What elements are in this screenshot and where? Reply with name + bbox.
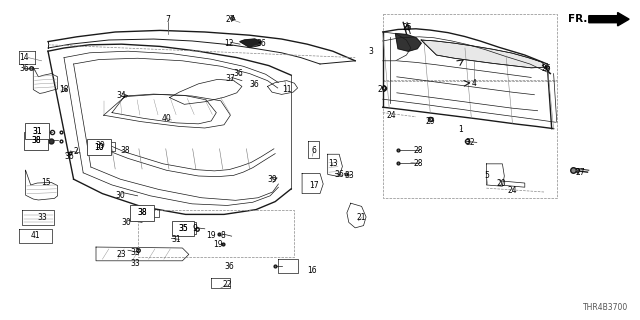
Text: 14: 14 [19,53,29,62]
Text: 38: 38 [137,208,147,217]
Text: 19: 19 [206,231,216,240]
Text: 35: 35 [178,224,188,233]
Text: 36: 36 [19,64,29,73]
Text: 11: 11 [282,85,291,94]
Text: 31: 31 [32,127,42,136]
Text: 2: 2 [73,148,78,156]
Bar [172,221,194,236]
Bar [25,123,49,139]
Text: 35: 35 [178,224,188,233]
Text: 38: 38 [137,208,147,217]
Text: 31: 31 [171,236,181,244]
Text: 36: 36 [256,39,266,48]
Bar [130,205,154,221]
Text: 6: 6 [311,146,316,155]
Text: THR4B3700: THR4B3700 [583,303,628,312]
FancyArrow shape [589,12,629,26]
Text: 7: 7 [165,15,170,24]
Text: 24: 24 [507,186,517,195]
Text: 28: 28 [414,159,423,168]
Text: 36: 36 [224,262,234,271]
Text: 34: 34 [116,92,127,100]
Text: 38: 38 [31,136,41,145]
Text: 36: 36 [64,152,74,161]
Text: 38: 38 [120,146,131,155]
Text: 33: 33 [344,172,354,180]
Text: 41: 41 [31,231,41,240]
Text: 17: 17 [308,181,319,190]
Text: 33: 33 [37,213,47,222]
Text: 27: 27 [225,15,236,24]
Text: 27: 27 [575,168,585,177]
Text: 40: 40 [161,114,172,123]
Text: 10: 10 [94,143,104,152]
Text: 28: 28 [414,146,423,155]
Text: 9: 9 [193,224,198,233]
Text: 36: 36 [334,170,344,179]
Text: 30: 30 [115,191,125,200]
Text: 36: 36 [233,69,243,78]
Text: 32: 32 [465,138,475,147]
Text: 21: 21 [357,213,366,222]
Text: 10: 10 [94,143,104,152]
Text: 8: 8 [220,231,225,240]
Text: 18: 18 [60,85,68,94]
Polygon shape [396,34,421,51]
Text: FR.: FR. [568,13,587,24]
Text: 30: 30 [122,218,132,227]
Text: 33: 33 [131,248,141,257]
Text: 29: 29 [425,117,435,126]
Text: 25: 25 [402,23,412,32]
Text: 3: 3 [369,47,374,56]
Text: 29: 29 [377,85,387,94]
Text: 22: 22 [223,280,232,289]
Text: 1: 1 [458,125,463,134]
Text: 31: 31 [32,127,42,136]
Text: 13: 13 [328,159,338,168]
Text: 38: 38 [31,136,41,145]
Bar [24,132,48,149]
Text: 26: 26 [541,64,552,73]
Text: 20: 20 [497,180,507,188]
Text: 12: 12 [225,39,234,48]
Text: 23: 23 [116,250,127,259]
Text: 19: 19 [212,240,223,249]
Text: 36: 36 [250,80,260,89]
Text: 33: 33 [131,259,141,268]
Text: 24: 24 [387,111,397,120]
Text: 4: 4 [471,79,476,88]
Text: 39: 39 [267,175,277,184]
Text: 39: 39 [95,141,105,150]
Bar [87,139,111,155]
Text: 16: 16 [307,266,317,275]
Polygon shape [421,40,544,68]
Text: 5: 5 [484,172,489,180]
Text: 15: 15 [41,178,51,187]
Polygon shape [240,39,261,47]
Text: 37: 37 [225,74,236,83]
